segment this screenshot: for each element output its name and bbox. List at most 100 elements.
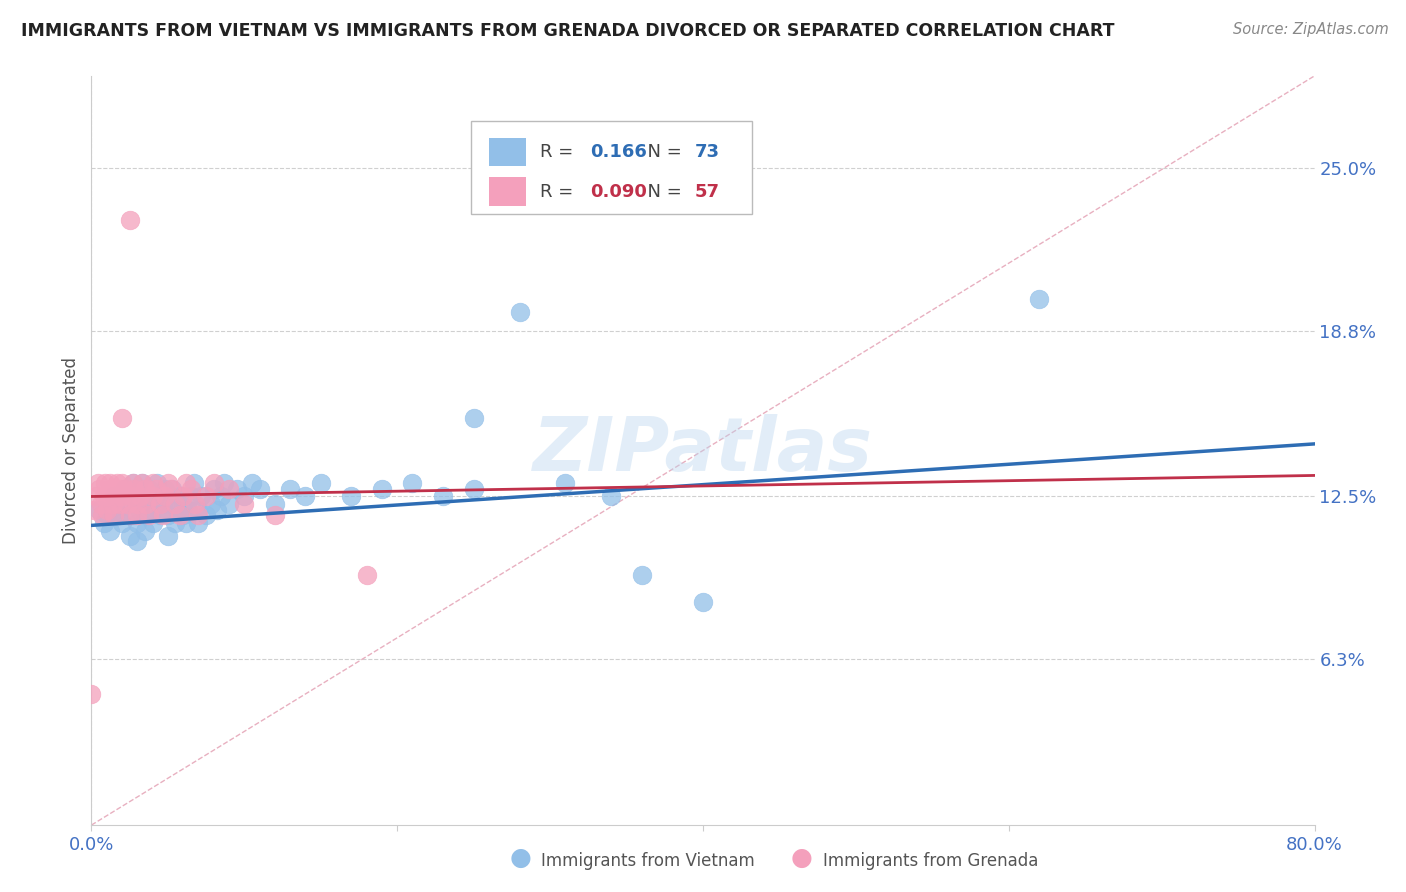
- Point: [101, 497, 124, 511]
- Point: [294, 490, 316, 504]
- Point: [169, 490, 191, 504]
- Point: [278, 482, 301, 496]
- Point: [136, 497, 159, 511]
- Text: Source: ZipAtlas.com: Source: ZipAtlas.com: [1233, 22, 1389, 37]
- Point: [111, 490, 134, 504]
- Point: [264, 497, 287, 511]
- Point: [138, 508, 160, 522]
- Point: [371, 482, 394, 496]
- Point: [114, 482, 136, 496]
- Point: [225, 482, 247, 496]
- Point: [129, 490, 152, 504]
- Point: [111, 516, 134, 530]
- Point: [692, 594, 714, 608]
- Point: [115, 497, 138, 511]
- Point: [187, 502, 209, 516]
- Point: [87, 482, 110, 496]
- Point: [96, 490, 118, 504]
- Point: [174, 516, 197, 530]
- Point: [149, 497, 172, 511]
- Text: ●: ●: [509, 846, 531, 870]
- Point: [86, 476, 108, 491]
- Text: N =: N =: [636, 143, 688, 161]
- Point: [96, 502, 118, 516]
- Point: [127, 516, 149, 530]
- Point: [110, 497, 132, 511]
- Text: ●: ●: [790, 846, 813, 870]
- FancyBboxPatch shape: [471, 120, 752, 214]
- Point: [135, 508, 157, 522]
- Point: [202, 476, 225, 491]
- Point: [183, 476, 205, 491]
- Point: [631, 568, 654, 582]
- Text: IMMIGRANTS FROM VIETNAM VS IMMIGRANTS FROM GRENADA DIVORCED OR SEPARATED CORRELA: IMMIGRANTS FROM VIETNAM VS IMMIGRANTS FR…: [21, 22, 1115, 40]
- Point: [240, 476, 263, 491]
- Point: [104, 490, 127, 504]
- Point: [111, 497, 134, 511]
- Text: ZIPatlas: ZIPatlas: [533, 414, 873, 487]
- Point: [233, 490, 256, 504]
- Point: [205, 502, 228, 516]
- Point: [169, 508, 191, 522]
- Point: [84, 490, 107, 504]
- Point: [121, 476, 143, 491]
- Point: [120, 490, 142, 504]
- Point: [209, 490, 232, 504]
- Point: [172, 497, 194, 511]
- Point: [104, 502, 127, 516]
- Point: [309, 476, 332, 491]
- Point: [141, 516, 163, 530]
- Point: [356, 568, 378, 582]
- Point: [184, 497, 207, 511]
- Point: [118, 508, 141, 522]
- Point: [264, 508, 287, 522]
- Point: [127, 497, 149, 511]
- Point: [190, 490, 212, 504]
- Point: [463, 482, 485, 496]
- Point: [98, 524, 121, 538]
- Point: [156, 529, 179, 543]
- Point: [145, 490, 167, 504]
- Point: [121, 476, 143, 491]
- Point: [249, 482, 271, 496]
- Point: [202, 482, 225, 496]
- Point: [131, 476, 153, 491]
- Point: [165, 497, 187, 511]
- Point: [111, 476, 134, 491]
- Point: [83, 502, 105, 516]
- Point: [108, 482, 131, 496]
- Point: [160, 482, 183, 496]
- Point: [96, 508, 118, 522]
- Point: [156, 508, 179, 522]
- Point: [135, 497, 157, 511]
- Point: [165, 516, 187, 530]
- Point: [554, 476, 576, 491]
- Point: [93, 516, 115, 530]
- Text: Immigrants from Grenada: Immigrants from Grenada: [823, 852, 1038, 870]
- Point: [200, 497, 222, 511]
- Text: Immigrants from Vietnam: Immigrants from Vietnam: [541, 852, 755, 870]
- Point: [146, 476, 169, 491]
- Text: N =: N =: [636, 183, 688, 201]
- Point: [105, 476, 128, 491]
- Point: [153, 490, 176, 504]
- Point: [138, 482, 160, 496]
- FancyBboxPatch shape: [489, 138, 526, 166]
- Point: [141, 490, 163, 504]
- Point: [134, 524, 156, 538]
- Point: [401, 476, 423, 491]
- Point: [233, 497, 256, 511]
- Point: [103, 490, 125, 504]
- Point: [509, 305, 531, 319]
- Point: [111, 410, 134, 425]
- Text: 57: 57: [695, 183, 720, 201]
- Point: [131, 476, 153, 491]
- Point: [120, 490, 142, 504]
- Point: [166, 502, 188, 516]
- Point: [160, 497, 183, 511]
- Point: [118, 529, 141, 543]
- Point: [93, 490, 115, 504]
- Point: [187, 516, 209, 530]
- Point: [1028, 293, 1050, 307]
- FancyBboxPatch shape: [489, 178, 526, 206]
